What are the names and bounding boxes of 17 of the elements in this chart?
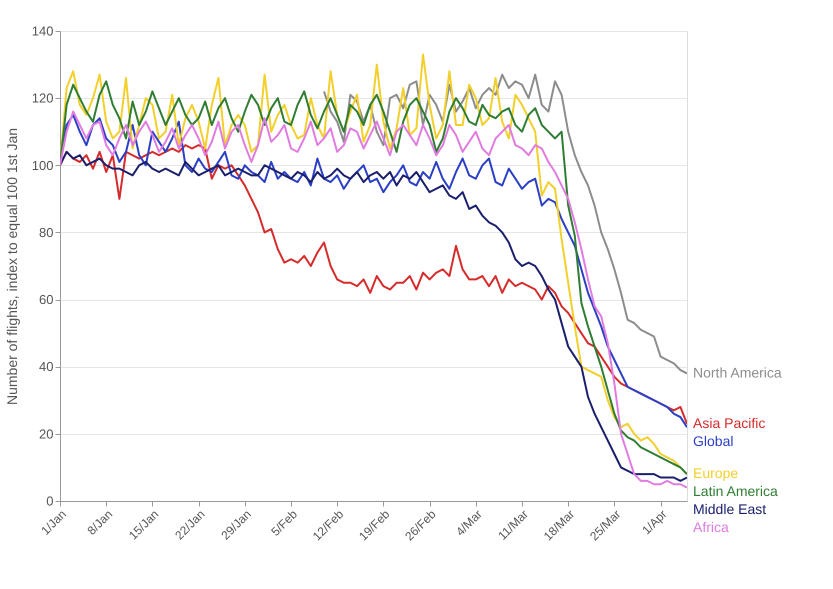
series-label: Latin America <box>693 483 778 500</box>
y-tick-label: 100 <box>32 158 54 173</box>
series-label: North America <box>693 364 782 380</box>
y-axis-title: Number of flights, index to equal 100 1st Jan <box>4 128 20 406</box>
line-series <box>323 74 687 374</box>
series-label: Global <box>693 432 734 449</box>
text: Africa <box>693 519 729 536</box>
y-tick-label: 20 <box>39 426 54 442</box>
series-label: Middle East <box>693 501 766 518</box>
y-tick-label: 60 <box>39 292 54 308</box>
y-tick-label: 80 <box>39 224 54 240</box>
series-label: Asia Pacific <box>693 414 766 431</box>
y-tick-label: 0 <box>46 494 54 508</box>
y-tick-label: 40 <box>39 359 54 374</box>
series-label: Europe <box>693 465 738 482</box>
y-tick-label: 120 <box>32 90 54 106</box>
y-tick-label: 140 <box>32 24 54 38</box>
